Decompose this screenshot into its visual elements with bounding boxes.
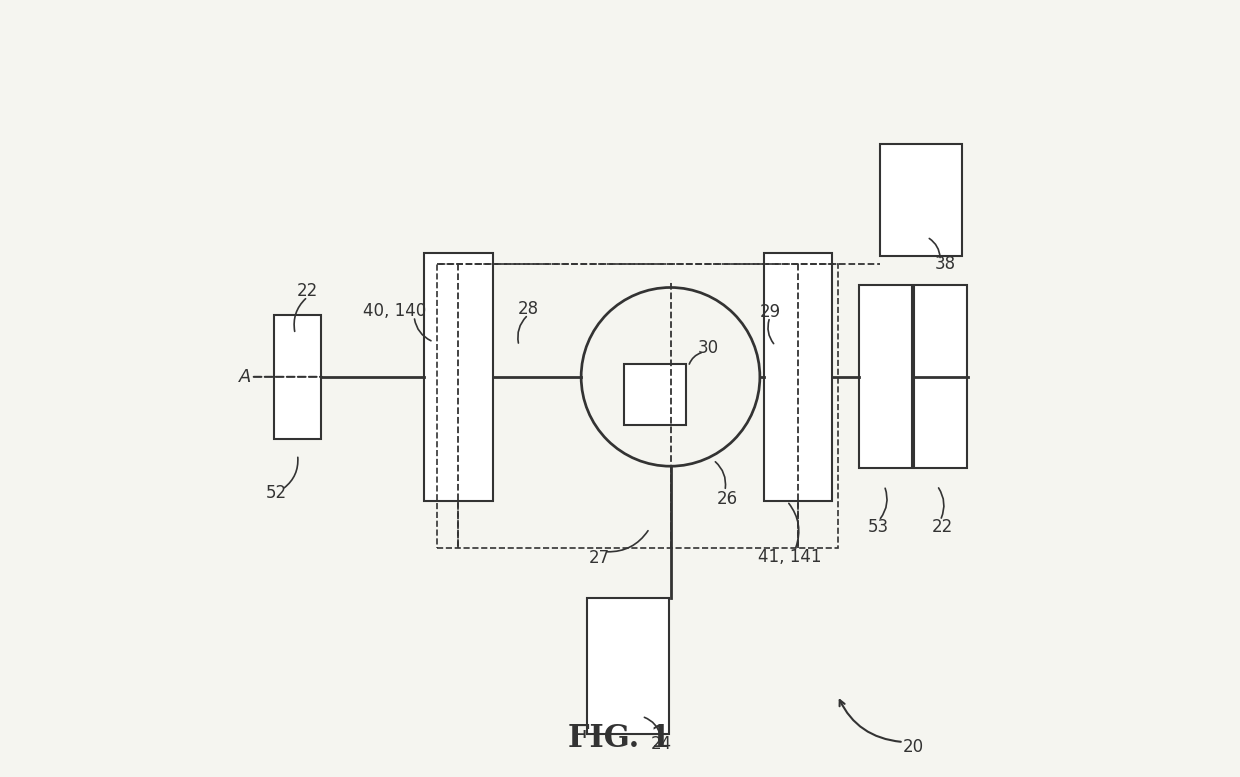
Text: 20: 20 <box>903 738 924 757</box>
Text: 28: 28 <box>518 300 539 319</box>
Text: 30: 30 <box>698 339 719 357</box>
Text: 41, 141: 41, 141 <box>758 548 821 566</box>
Bar <box>624 364 686 425</box>
Text: FIG. 1: FIG. 1 <box>568 723 672 754</box>
Text: 27: 27 <box>589 549 610 567</box>
Text: 53: 53 <box>868 517 889 536</box>
Text: 26: 26 <box>717 490 738 508</box>
Bar <box>764 253 832 501</box>
Text: 29: 29 <box>759 303 780 322</box>
Text: 22: 22 <box>298 282 319 301</box>
Bar <box>859 285 913 468</box>
Bar <box>424 253 492 501</box>
Bar <box>588 598 668 734</box>
Text: A: A <box>239 368 252 386</box>
Text: 40, 140: 40, 140 <box>363 301 427 320</box>
Text: 52: 52 <box>267 484 288 503</box>
Bar <box>914 285 966 468</box>
Text: 24: 24 <box>651 735 672 754</box>
Text: 22: 22 <box>931 517 954 536</box>
Text: 38: 38 <box>934 255 955 274</box>
Bar <box>274 315 321 439</box>
Bar <box>880 144 962 256</box>
Bar <box>438 264 837 548</box>
